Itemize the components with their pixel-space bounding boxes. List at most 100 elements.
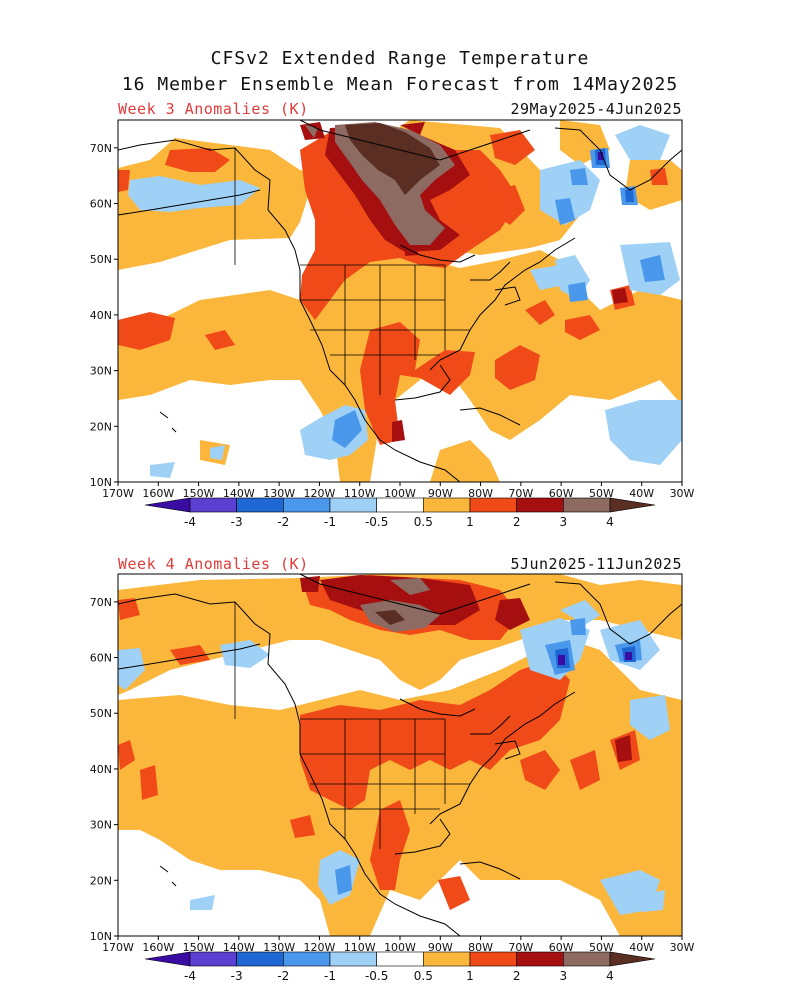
lon-tick-label: 80W — [468, 941, 493, 954]
lat-tick-label: 70N — [90, 596, 112, 609]
map-panel-week4 — [118, 574, 682, 936]
colorbar-segment — [376, 951, 424, 967]
anomaly-warm-5-week3 — [345, 123, 440, 195]
colorbar-label: -2 — [277, 515, 289, 529]
lon-tick-label: 120W — [303, 941, 335, 954]
lon-tick-label: 140W — [223, 487, 255, 500]
colorbar-label: -2 — [277, 969, 289, 983]
colorbar-segment — [329, 497, 377, 513]
colorbar-segment — [376, 497, 424, 513]
lon-tick-label: 110W — [344, 941, 376, 954]
colorbar-high-arrow — [609, 951, 656, 967]
colorbar-label: -1 — [324, 969, 336, 983]
lon-tick-label: 100W — [384, 487, 416, 500]
colorbar-label: -3 — [231, 969, 243, 983]
colorbar-label: 2 — [513, 969, 521, 983]
colorbar-segment — [283, 497, 331, 513]
lon-tick-label: 170W — [102, 487, 134, 500]
colorbar-label: -4 — [184, 969, 196, 983]
colorbar-label: 3 — [560, 969, 568, 983]
lon-tick-label: 50W — [589, 487, 614, 500]
lat-tick-label: 70N — [90, 142, 112, 155]
state-borders-week4 — [234, 602, 470, 849]
lon-tick-label: 60W — [549, 941, 574, 954]
colorbar-segment — [563, 951, 611, 967]
lon-tick-label: 150W — [183, 941, 215, 954]
title-line-2: 16 Member Ensemble Mean Forecast from 14… — [121, 74, 679, 95]
lat-tick-label: 40N — [90, 309, 112, 322]
lat-tick-label: 30N — [90, 819, 112, 832]
lon-tick-label: 130W — [263, 487, 295, 500]
lon-tick-label: 70W — [508, 941, 533, 954]
panel-1-label: Week 3 Anomalies (K) — [118, 100, 309, 118]
colorbar-segment — [563, 497, 611, 513]
colorbar-segment — [516, 951, 564, 967]
lat-tick-label: 40N — [90, 763, 112, 776]
colorbar-label: 0.5 — [414, 969, 433, 983]
lon-tick-label: 170W — [102, 941, 134, 954]
panel-2-dates: 5Jun2025-11Jun2025 — [510, 555, 682, 573]
colorbar-segment — [423, 497, 471, 513]
colorbar-segment — [469, 497, 517, 513]
lon-tick-label: 60W — [549, 487, 574, 500]
colorbar-label: -0.5 — [365, 969, 388, 983]
colorbar-label: 4 — [606, 969, 614, 983]
map-panel-week3 — [118, 120, 682, 482]
lon-tick-label: 40W — [629, 941, 654, 954]
lon-tick-label: 30W — [670, 487, 695, 500]
colorbar-segment — [469, 951, 517, 967]
title-line-1: CFSv2 Extended Range Temperature — [210, 48, 590, 69]
colorbar-label: 1 — [466, 515, 474, 529]
lat-tick-label: 60N — [90, 652, 112, 665]
lat-tick-label: 30N — [90, 365, 112, 378]
lon-tick-label: 80W — [468, 487, 493, 500]
colorbar-label: 4 — [606, 515, 614, 529]
colorbars: -4 -3 -2 -1 -0.5 0.5 1 2 3 4 -4 -3 -2 -1 -0.5 0.5 1 2 3 4 — [144, 497, 656, 983]
lon-tick-label: 140W — [223, 941, 255, 954]
lat-tick-label: 50N — [90, 253, 112, 266]
lon-tick-label: 160W — [142, 487, 174, 500]
colorbar-segment — [189, 497, 237, 513]
colorbar-label: 1 — [466, 969, 474, 983]
lon-tick-label: 110W — [344, 487, 376, 500]
anomaly-warm-5-week4 — [375, 610, 405, 625]
lon-tick-label: 70W — [508, 487, 533, 500]
colorbar-segment — [423, 951, 471, 967]
colorbar-label: 0.5 — [414, 515, 433, 529]
colorbar-segment — [283, 951, 331, 967]
lon-tick-label: 90W — [428, 487, 453, 500]
colorbar-label: -3 — [231, 515, 243, 529]
anomaly-cool-2-week3 — [332, 148, 665, 448]
colorbar-label: -0.5 — [365, 515, 388, 529]
colorbar-segment — [189, 951, 237, 967]
lon-tick-label: 30W — [670, 941, 695, 954]
colorbar-segment — [516, 497, 564, 513]
anomaly-cool-4-week4 — [558, 652, 632, 665]
lon-tick-label: 150W — [183, 487, 215, 500]
colorbar-label: -1 — [324, 515, 336, 529]
colorbar-low-arrow — [144, 497, 191, 513]
colorbar-low-arrow — [144, 951, 191, 967]
lon-tick-label: 120W — [303, 487, 335, 500]
lat-tick-label: 20N — [90, 420, 112, 433]
lon-tick-label: 50W — [589, 941, 614, 954]
panel-1-dates: 29May2025-4Jun2025 — [510, 100, 682, 118]
lon-tick-label: 130W — [263, 941, 295, 954]
colorbar-label: 3 — [560, 515, 568, 529]
lat-tick-label: 20N — [90, 874, 112, 887]
colorbar-segment — [236, 497, 284, 513]
lon-tick-label: 160W — [142, 941, 174, 954]
lon-tick-label: 90W — [428, 941, 453, 954]
colorbar-segment — [329, 951, 377, 967]
panel-2-label: Week 4 Anomalies (K) — [118, 555, 309, 573]
colorbar-segment — [236, 951, 284, 967]
lat-tick-label: 10N — [90, 476, 112, 489]
lon-tick-label: 40W — [629, 487, 654, 500]
lon-tick-label: 100W — [384, 941, 416, 954]
colorbar-label: 2 — [513, 515, 521, 529]
colorbar-label: -4 — [184, 515, 196, 529]
lat-tick-label: 60N — [90, 198, 112, 211]
state-borders-week3 — [234, 148, 470, 395]
